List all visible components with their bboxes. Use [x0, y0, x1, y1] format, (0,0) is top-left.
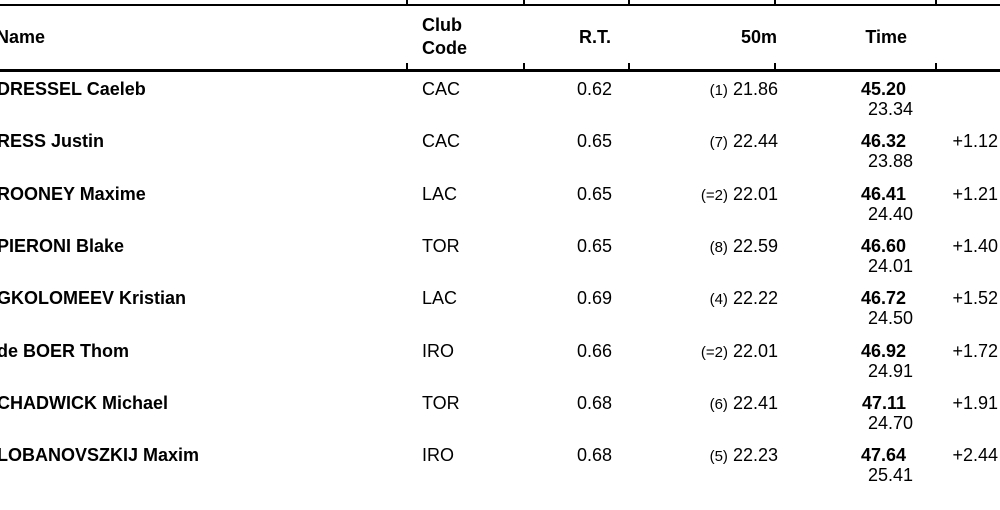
time-diff: +1.12 [952, 131, 998, 151]
time-diff: +1.21 [952, 184, 998, 204]
column-divider-tick [406, 0, 408, 6]
final-time: 46.41 [860, 184, 906, 204]
club-code: IRO [422, 445, 455, 465]
swimmer-name: RESS Justin [0, 131, 105, 151]
split-50m-time: 21.86 [732, 79, 778, 99]
column-divider-tick [935, 63, 937, 69]
reaction-time: 0.65 [576, 131, 612, 151]
reaction-time: 0.68 [576, 445, 612, 465]
final-time: 46.60 [860, 236, 906, 256]
club-code: CAC [422, 131, 461, 151]
split-100m-time: 24.91 [867, 361, 913, 381]
header-club-code-line2: Code [422, 38, 467, 58]
swimmer-name: PIERONI Blake [0, 236, 125, 256]
club-code: LAC [422, 288, 458, 308]
split-50m-time: 22.22 [732, 288, 778, 308]
time-diff: +1.91 [952, 393, 998, 413]
reaction-time: 0.66 [576, 341, 612, 361]
split-50m-time: 22.01 [732, 184, 778, 204]
split-50m: (1) 21.86 [628, 80, 778, 100]
split-50m-time: 22.01 [732, 341, 778, 361]
split-50m: (8) 22.59 [628, 237, 778, 257]
split-50m-time: 22.23 [732, 445, 778, 465]
split-50m: (4) 22.22 [628, 289, 778, 309]
split-50m-rank: (8) [709, 239, 728, 256]
split-50m: (=2) 22.01 [628, 342, 778, 362]
time-diff: +1.52 [952, 288, 998, 308]
swimmer-name: GKOLOMEEV Kristian [0, 288, 187, 308]
split-50m-rank: (6) [709, 396, 728, 413]
column-divider-tick [774, 0, 776, 6]
final-time: 46.92 [860, 341, 906, 361]
swimmer-name: ROONEY Maxime [0, 184, 146, 204]
club-code: CAC [422, 79, 461, 99]
club-code: TOR [422, 236, 460, 256]
column-divider-tick [935, 0, 937, 6]
split-50m-time: 22.44 [732, 131, 778, 151]
final-time: 45.20 [860, 79, 906, 99]
column-divider-tick [523, 0, 525, 6]
top-rule-line [0, 4, 1000, 6]
split-50m: (6) 22.41 [628, 394, 778, 414]
time-diff: +2.44 [952, 445, 998, 465]
split-50m: (7) 22.44 [628, 132, 778, 152]
header-reaction-time: R.T. [578, 27, 611, 47]
header-name: Name [0, 27, 46, 47]
column-divider-tick [406, 63, 408, 69]
split-50m-rank: (1) [709, 82, 728, 99]
column-divider-tick [628, 63, 630, 69]
club-code: LAC [422, 184, 458, 204]
time-diff: +1.72 [952, 341, 998, 361]
split-100m-time: 25.41 [867, 465, 913, 485]
reaction-time: 0.65 [576, 184, 612, 204]
final-time: 46.72 [860, 288, 906, 308]
split-100m-time: 24.50 [867, 308, 913, 328]
reaction-time: 0.69 [576, 288, 612, 308]
split-50m-rank: (5) [709, 448, 728, 465]
final-time: 47.64 [860, 445, 906, 465]
swimmer-name: CHADWICK Michael [0, 393, 169, 413]
split-100m-time: 23.88 [867, 151, 913, 171]
split-100m-time: 24.70 [867, 413, 913, 433]
reaction-time: 0.65 [576, 236, 612, 256]
header-time: Time [865, 27, 907, 47]
final-time: 47.11 [861, 393, 906, 413]
swimmer-name: DRESSEL Caeleb [0, 79, 146, 99]
split-100m-time: 23.34 [867, 99, 913, 119]
swimmer-name: de BOER Thom [0, 341, 130, 361]
split-50m: (5) 22.23 [628, 446, 778, 466]
split-100m-time: 24.40 [867, 204, 913, 224]
column-divider-tick [628, 0, 630, 6]
final-time: 46.32 [860, 131, 906, 151]
split-50m-time: 22.41 [732, 393, 778, 413]
reaction-time: 0.68 [576, 393, 612, 413]
split-50m-rank: (=2) [700, 344, 728, 361]
column-divider-tick [774, 63, 776, 69]
club-code: TOR [422, 393, 460, 413]
split-50m-time: 22.59 [732, 236, 778, 256]
split-50m-rank: (4) [709, 291, 728, 308]
club-code: IRO [422, 341, 455, 361]
header-50m-split: 50m [740, 27, 777, 47]
swimmer-name: LOBANOVSZKIJ Maxim [0, 445, 200, 465]
header-separator-line [0, 69, 1000, 72]
reaction-time: 0.62 [576, 79, 612, 99]
split-100m-time: 24.01 [867, 256, 913, 276]
header-club-code-line1: Club [422, 15, 462, 35]
split-50m: (=2) 22.01 [628, 185, 778, 205]
column-divider-tick [523, 63, 525, 69]
time-diff: +1.40 [952, 236, 998, 256]
split-50m-rank: (=2) [700, 187, 728, 204]
split-50m-rank: (7) [709, 134, 728, 151]
